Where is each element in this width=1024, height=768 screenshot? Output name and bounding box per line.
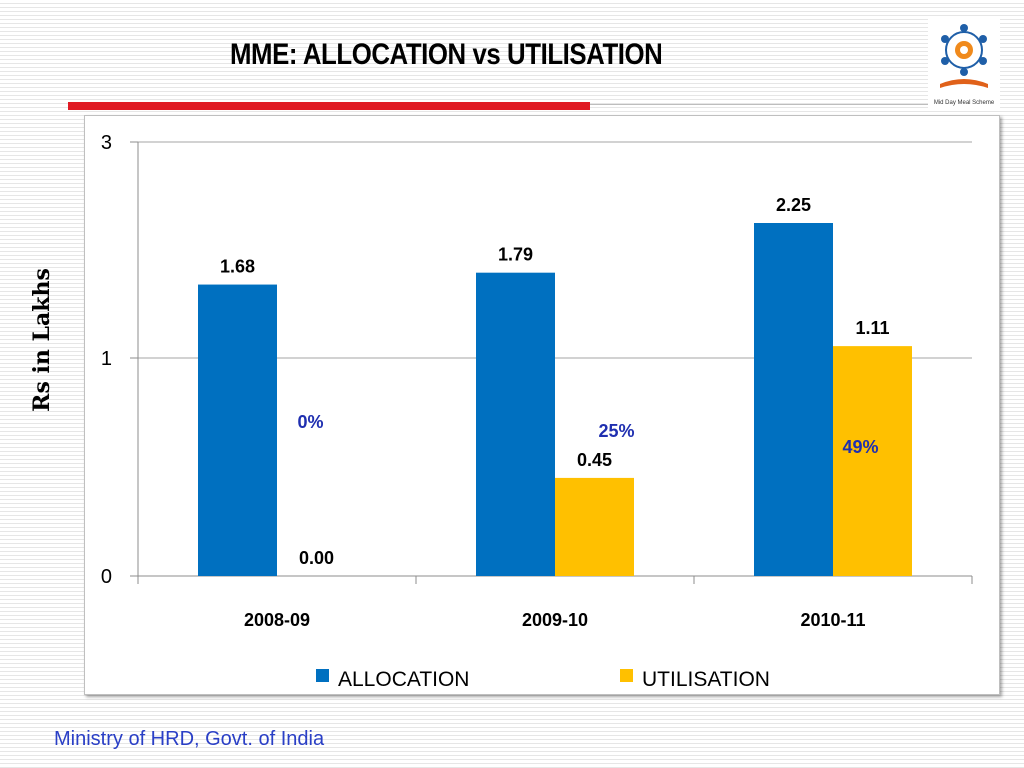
logo-caption: Mid Day Meal Scheme	[933, 100, 995, 106]
bar-allocation	[198, 284, 277, 576]
percent-annotation: 0%	[297, 412, 323, 432]
percent-annotation: 25%	[598, 421, 634, 441]
mid-day-meal-logo	[928, 18, 1000, 108]
data-label: 0.45	[577, 450, 612, 470]
y-tick-label: 3	[101, 132, 112, 154]
title-accent-bar	[68, 102, 590, 110]
bar-utilisation	[833, 346, 912, 576]
data-label: 1.68	[220, 257, 255, 277]
y-tick-label: 0	[101, 566, 112, 588]
data-label: 1.11	[855, 318, 889, 338]
legend-swatch-utilisation	[620, 669, 633, 682]
legend-label-allocation: ALLOCATION	[338, 668, 469, 691]
y-tick-label: 1	[101, 348, 112, 370]
x-tick-label: 2010-11	[800, 610, 865, 630]
bar-utilisation	[555, 477, 634, 576]
footer-text: Ministry of HRD, Govt. of India	[54, 728, 325, 750]
logo-people-ring-icon	[940, 24, 988, 88]
bar-allocation	[476, 272, 555, 576]
x-tick-label: 2008-09	[244, 610, 310, 630]
data-label: 1.79	[498, 245, 533, 265]
bar-allocation	[754, 223, 833, 576]
percent-annotation: 49%	[842, 437, 878, 457]
data-label: 0.00	[299, 548, 334, 568]
title-divider	[590, 104, 930, 105]
x-tick-label: 2009-10	[522, 610, 588, 630]
legend-label-utilisation: UTILISATION	[642, 668, 770, 691]
slide-title: MME: ALLOCATION vs UTILISATION	[230, 38, 663, 71]
data-label: 2.25	[776, 195, 811, 215]
legend-swatch-allocation	[316, 669, 329, 682]
